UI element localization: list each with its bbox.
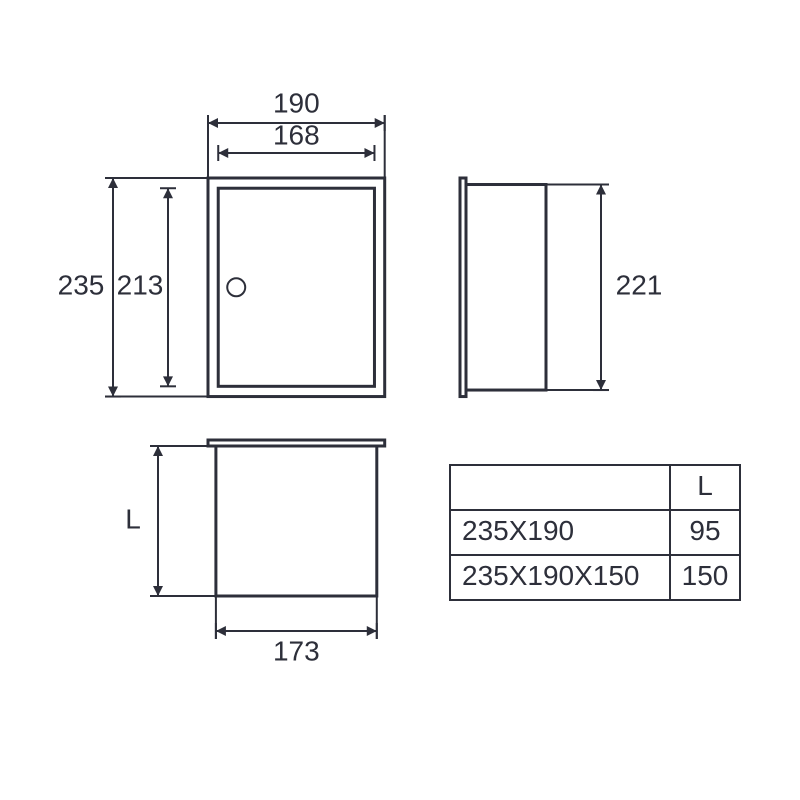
dimension-table: L 235X190 95 235X190X150 150 (450, 465, 740, 600)
table-header-L: L (697, 470, 713, 501)
front-view: 190168 235 213 (58, 87, 385, 396)
dim-221: 221 (616, 270, 663, 301)
table-L-1: 150 (682, 560, 729, 591)
table-L-0: 95 (689, 515, 720, 546)
table-size-1: 235X190X150 (462, 560, 640, 591)
dim-L: L (125, 503, 141, 534)
dim-213: 213 (117, 270, 164, 301)
technical-drawing: 190168 235 213 221 L 173 L 235X190 95 235X190X150… (0, 0, 800, 800)
dim-190: 190 (273, 87, 320, 118)
table-size-0: 235X190 (462, 515, 574, 546)
top-view: L 173 (125, 440, 384, 666)
dim-173: 173 (273, 635, 320, 666)
dim-235: 235 (58, 270, 105, 301)
side-view: 221 (460, 178, 662, 397)
dim-168: 168 (273, 119, 320, 150)
